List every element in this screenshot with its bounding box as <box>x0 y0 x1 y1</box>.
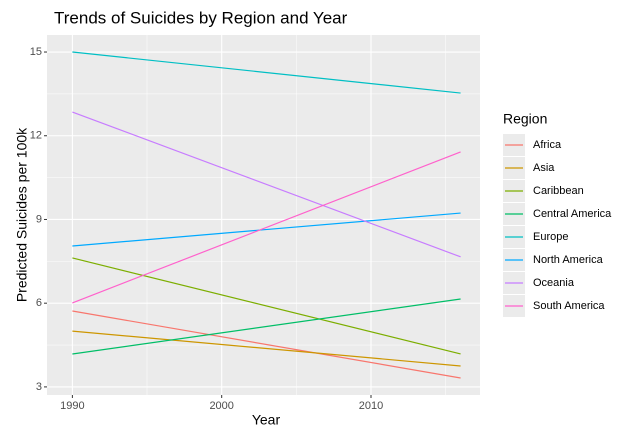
line <box>72 151 461 304</box>
line <box>72 298 461 355</box>
y-tick-label: 15 <box>30 46 42 58</box>
line <box>72 111 461 258</box>
y-tick-label: 9 <box>36 213 42 225</box>
y-tick-label: 6 <box>36 297 42 309</box>
y-axis-label: Predicted Suicides per 100k <box>14 127 30 302</box>
y-tick-label: 3 <box>36 381 42 393</box>
line <box>72 257 461 355</box>
legend-label: Oceania <box>533 277 575 289</box>
legend-label: Europe <box>533 231 568 243</box>
legend-label: Central America <box>533 208 612 220</box>
plot-panel <box>47 35 480 395</box>
legend-label: Caribbean <box>533 185 584 197</box>
line <box>72 330 461 367</box>
line <box>72 51 461 94</box>
x-axis-label: Year <box>252 412 281 428</box>
legend-label: South America <box>533 300 605 312</box>
chart-title: Trends of Suicides by Region and Year <box>54 8 348 27</box>
line <box>72 310 461 379</box>
legend-label: Asia <box>533 162 555 174</box>
x-tick-label: 2000 <box>209 400 233 412</box>
line <box>72 212 461 247</box>
legend-title: Region <box>503 111 547 127</box>
y-tick-label: 12 <box>30 130 42 142</box>
legend-label: North America <box>533 254 604 266</box>
legend-label: Africa <box>533 139 562 151</box>
x-tick-label: 1990 <box>60 400 84 412</box>
x-tick-label: 2010 <box>359 400 383 412</box>
